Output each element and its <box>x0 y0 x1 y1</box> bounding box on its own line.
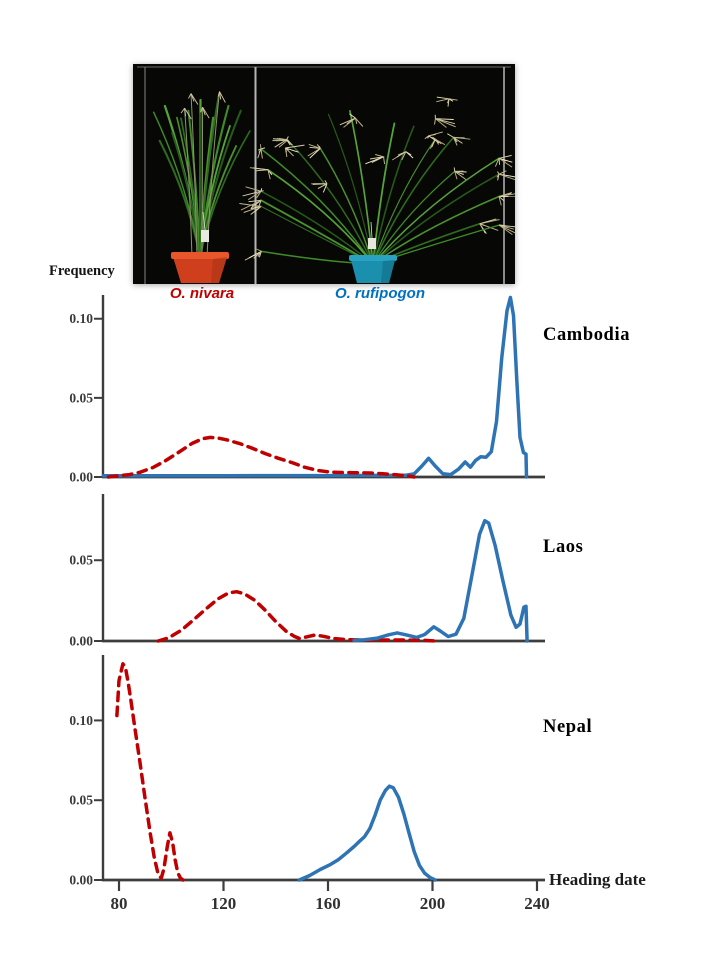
y-tick-label: 0.05 <box>69 553 93 568</box>
curve-nivara <box>115 662 185 882</box>
rufipogon-tag <box>368 238 376 249</box>
curve-nivara <box>106 435 416 479</box>
y-tick-label: 0.00 <box>69 873 93 888</box>
chart-cambodia: 0.00 0.05 0.10 <box>69 295 545 485</box>
plant-photo-illustration <box>133 64 515 284</box>
y-tick-label: 0.05 <box>69 793 93 808</box>
curve-rufipogon <box>297 784 437 882</box>
curve-rufipogon <box>352 518 529 643</box>
curve-rufipogon <box>101 295 529 479</box>
panel-label-laos: Laos <box>543 537 584 557</box>
curve-nivara <box>156 589 437 643</box>
nivara-label: O. nivara <box>169 285 235 302</box>
panel-label-cambodia: Cambodia <box>543 325 631 345</box>
x-axis: 80 120 160 200 240 <box>111 880 550 913</box>
y-tick-label: 0.00 <box>69 634 93 649</box>
chart-nepal: 0.00 0.05 0.10 <box>69 655 545 888</box>
nivara-tag <box>201 230 209 242</box>
x-tick-label: 200 <box>420 894 446 913</box>
x-tick-label: 120 <box>211 894 237 913</box>
x-tick-label: 160 <box>315 894 341 913</box>
chart-laos: 0.00 0.05 <box>69 494 545 649</box>
x-tick-label: 240 <box>524 894 550 913</box>
nivara-plant <box>152 91 251 259</box>
y-tick-label: 0.00 <box>69 470 93 485</box>
x-tick-label: 80 <box>111 894 128 913</box>
y-tick-label: 0.10 <box>69 713 93 728</box>
panel-label-nepal: Nepal <box>543 717 593 737</box>
x-axis-title: Heading date <box>549 870 646 889</box>
y-axis-title: Frequency <box>49 263 115 279</box>
y-tick-label: 0.10 <box>69 311 93 326</box>
rufipogon-label: O. rufipogon <box>335 285 425 302</box>
y-tick-label: 0.05 <box>69 390 93 405</box>
plant-photo <box>133 64 515 284</box>
